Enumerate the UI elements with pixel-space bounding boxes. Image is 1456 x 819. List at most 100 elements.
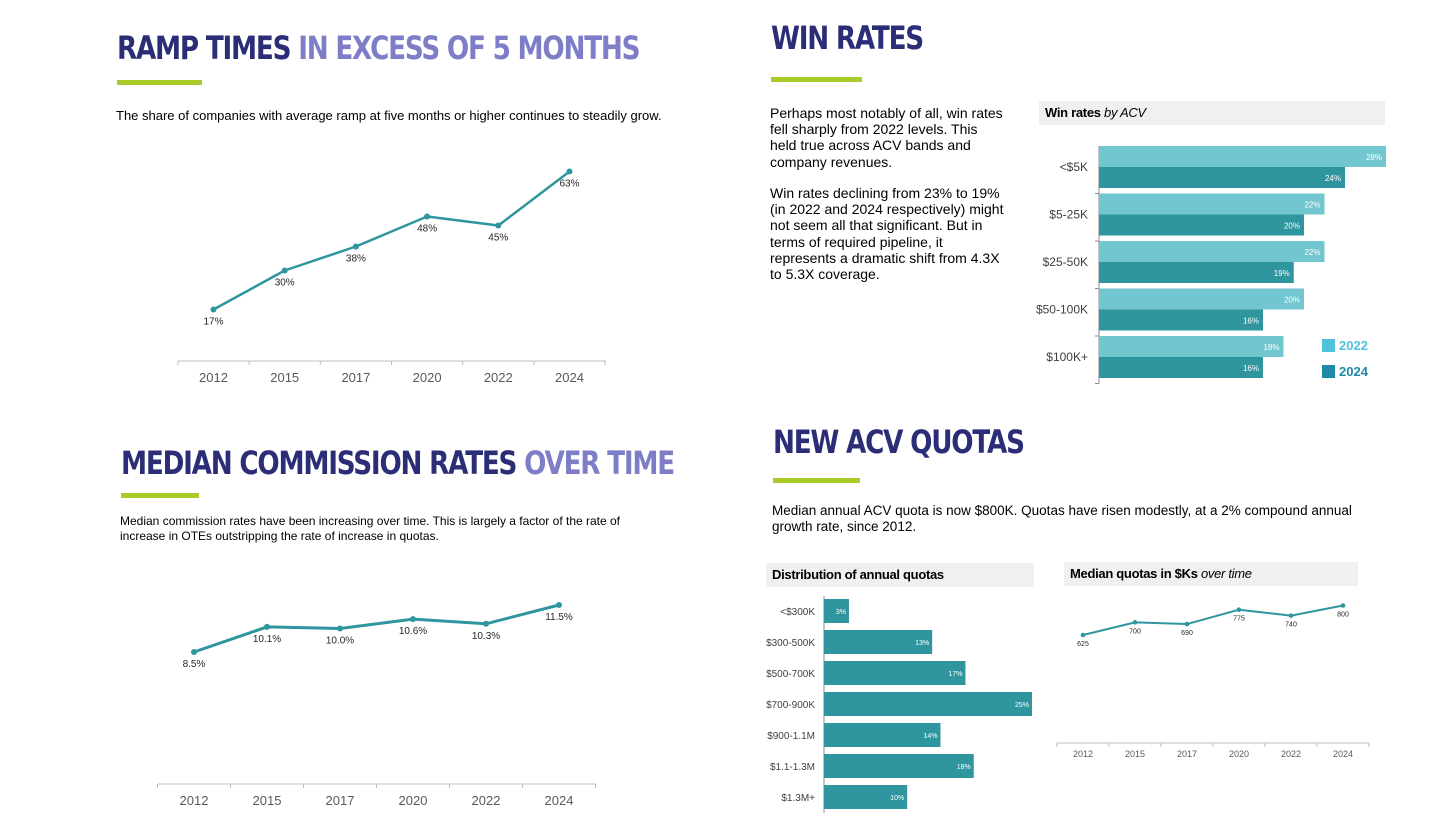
commission-title-underline bbox=[121, 493, 199, 498]
win-bar-label-2024: 16% bbox=[1243, 317, 1259, 326]
ramp-x-tick-label: 2012 bbox=[199, 370, 228, 385]
win-chart-title-bold: Win rates bbox=[1045, 105, 1101, 120]
ramp-data-label: 30% bbox=[275, 278, 295, 289]
ramp-x-tick-label: 2022 bbox=[484, 370, 513, 385]
win-bar-2024 bbox=[1099, 357, 1263, 378]
commission-data-label: 11.5% bbox=[545, 612, 573, 623]
ramp-x-tick-label: 2015 bbox=[270, 370, 299, 385]
commission-data-label: 10.6% bbox=[399, 626, 427, 637]
win-category-label: $25-50K bbox=[1043, 255, 1088, 269]
commission-x-tick-label: 2022 bbox=[472, 793, 501, 808]
distribution-bar-label: 17% bbox=[948, 671, 962, 678]
win-bar-label-2022: 22% bbox=[1304, 248, 1320, 257]
ramp-line-chart: 2012 2015 2017 2020 2022 2024 17% 30% 38% 48% 45% 6… bbox=[177, 168, 606, 385]
median_quotas-data-point bbox=[1080, 632, 1086, 638]
win-bar-label-2024: 20% bbox=[1284, 222, 1300, 231]
commission-x-tick-label: 2012 bbox=[180, 793, 209, 808]
ramp-series-line bbox=[212, 170, 571, 311]
commission-line-chart: 2012 2015 2017 2020 2022 2024 8.5% 10.1% 10.0% 10… bbox=[157, 602, 596, 808]
win-bar-2024 bbox=[1099, 262, 1294, 283]
win-bar-label-2022: 20% bbox=[1284, 296, 1300, 305]
win-paragraph-1: Perhaps most notably of all, win rates f… bbox=[770, 105, 1003, 170]
distribution-bar bbox=[824, 754, 974, 778]
median-quotas-line-chart: 2012 2015 2017 2020 2022 2024 625 700 690 775 740 8… bbox=[1056, 603, 1370, 759]
win-category-label: $50-100K bbox=[1036, 303, 1088, 317]
distribution-bar-label: 25% bbox=[1015, 702, 1029, 709]
median_quotas-data-label: 800 bbox=[1337, 612, 1349, 619]
distribution-bar bbox=[824, 599, 849, 623]
commission-data-label: 10.1% bbox=[253, 634, 281, 645]
ramp-title-underline bbox=[117, 80, 202, 85]
commission-data-point bbox=[337, 625, 343, 632]
distribution-category-label: <$300K bbox=[780, 607, 815, 618]
distribution-bar-label: 10% bbox=[890, 795, 904, 802]
median-quotas-title-italic: over time bbox=[1200, 566, 1252, 581]
distribution-bar-label: 18% bbox=[957, 764, 971, 771]
ramp-data-point bbox=[424, 213, 431, 220]
distribution-category-label: $900-1.1M bbox=[767, 731, 815, 742]
median-quotas-title-bold: Median quotas in $Ks bbox=[1070, 566, 1198, 581]
commission-x-tick-label: 2024 bbox=[545, 793, 574, 808]
ramp-data-point bbox=[566, 168, 573, 175]
median_quotas-data-label: 775 bbox=[1233, 616, 1245, 623]
median_quotas-data-point bbox=[1288, 613, 1294, 618]
distribution-category-label: $700-900K bbox=[766, 700, 815, 711]
win-category-label: $100K+ bbox=[1046, 350, 1088, 364]
commission-data-point bbox=[556, 602, 562, 608]
win-bar-2022 bbox=[1099, 336, 1284, 357]
commission-data-point bbox=[483, 620, 489, 627]
win-bar-label-2024: 16% bbox=[1243, 364, 1259, 373]
ramp-title-highlight: IN EXCESS OF 5 MONTHS bbox=[298, 29, 640, 67]
ramp-title-main: RAMP TIMES bbox=[117, 29, 292, 67]
commission-data-label: 8.5% bbox=[183, 659, 206, 670]
win-bar-2022 bbox=[1099, 193, 1325, 215]
commission-description: Median commission rates have been increa… bbox=[120, 514, 621, 543]
ramp-x-tick-label: 2020 bbox=[413, 370, 442, 385]
median_quotas-data-label: 740 bbox=[1285, 622, 1297, 629]
median_quotas-data-point bbox=[1184, 621, 1190, 627]
win-bar-2022 bbox=[1099, 241, 1325, 262]
ramp-data-label: 38% bbox=[346, 254, 366, 265]
commission-series-line bbox=[193, 603, 560, 654]
win-bar-2022 bbox=[1099, 146, 1386, 167]
win-rates-bar-chart: 28% 24% <$5K 22% 20% $5-25K 22% 19% $25-50K 20% 16… bbox=[1036, 146, 1386, 384]
quota-title-text: NEW ACV QUOTAS bbox=[773, 423, 1025, 461]
distribution-category-label: $1.1-1.3M bbox=[770, 762, 815, 773]
median_quotas-series-line bbox=[1082, 604, 1344, 636]
win-title-underline bbox=[771, 77, 862, 82]
median_quotas-data-label: 625 bbox=[1077, 641, 1089, 648]
ramp-data-point bbox=[495, 222, 502, 229]
ramp-x-tick-label: 2024 bbox=[555, 370, 584, 385]
win-bar-2022 bbox=[1099, 288, 1304, 310]
distribution-bar bbox=[824, 723, 941, 747]
commission-title-main: MEDIAN COMMISSION RATES bbox=[121, 444, 517, 482]
distribution-bar-label: 3% bbox=[836, 609, 846, 616]
median_quotas-x-tick-label: 2012 bbox=[1073, 749, 1093, 759]
win-chart-title-italic: by ACV bbox=[1104, 105, 1146, 120]
commission-data-point bbox=[410, 616, 416, 623]
median_quotas-data-point bbox=[1340, 603, 1346, 608]
ramp-description: The share of companies with average ramp… bbox=[116, 108, 662, 123]
win-legend-swatch-2022 bbox=[1322, 339, 1335, 352]
distribution-bar bbox=[824, 630, 933, 654]
commission-data-label: 10.0% bbox=[326, 636, 354, 647]
distribution-category-label: $500-700K bbox=[766, 669, 815, 680]
win-bar-2024 bbox=[1099, 214, 1304, 236]
ramp-x-tick-label: 2017 bbox=[341, 370, 370, 385]
median-quotas-chart-title: Median quotas in $Ks over time bbox=[1064, 562, 1358, 586]
ramp-data-label: 17% bbox=[203, 317, 223, 328]
win-legend-label-2024: 2024 bbox=[1339, 364, 1369, 379]
quota-title-underline bbox=[773, 478, 860, 483]
ramp-data-label: 63% bbox=[559, 179, 579, 190]
ramp-title: RAMP TIMES IN EXCESS OF 5 MONTHS bbox=[117, 29, 641, 67]
win-bar-2024 bbox=[1099, 167, 1345, 188]
win-category-label: <$5K bbox=[1060, 160, 1088, 174]
median_quotas-x-tick-label: 2022 bbox=[1281, 749, 1301, 759]
distribution-bar-chart: 3% <$300K 13% $300-500K 17% $500-700K 25% $700-… bbox=[766, 596, 1032, 813]
ramp-data-point bbox=[210, 306, 217, 313]
median_quotas-data-point bbox=[1236, 607, 1242, 613]
median_quotas-data-label: 700 bbox=[1129, 628, 1141, 635]
median_quotas-x-tick-label: 2024 bbox=[1333, 749, 1353, 759]
commission-x-tick-label: 2017 bbox=[326, 793, 355, 808]
win-bar-label-2022: 22% bbox=[1304, 201, 1320, 210]
